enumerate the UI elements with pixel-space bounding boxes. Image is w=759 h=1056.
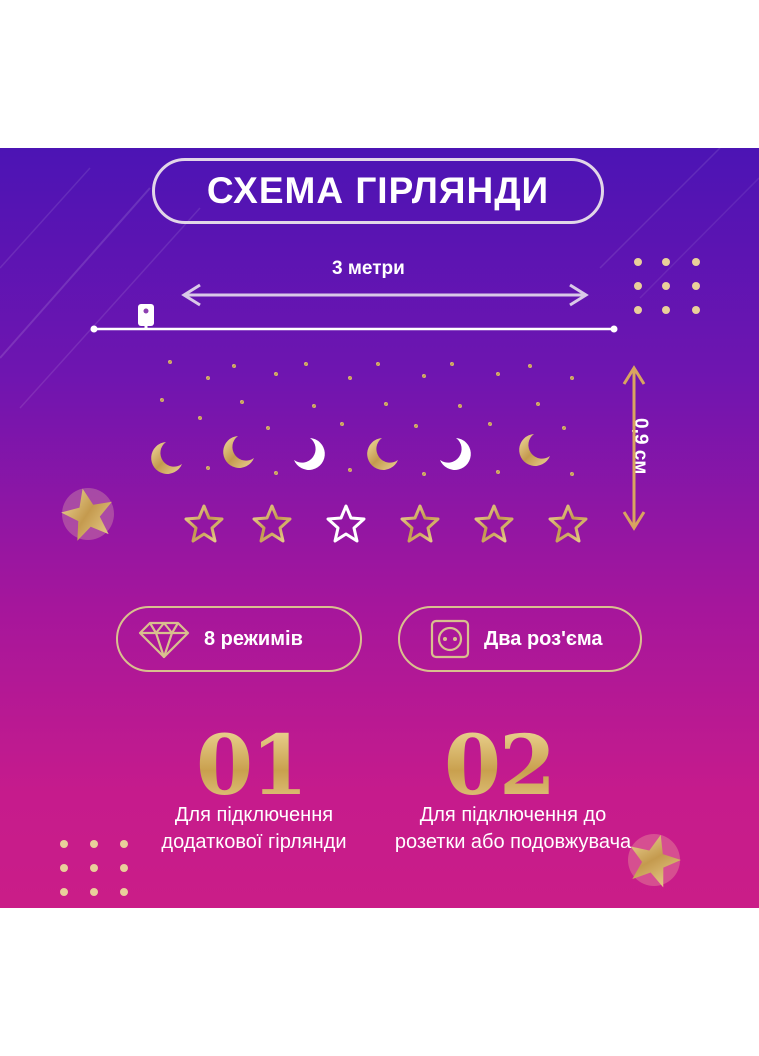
garland-diagram <box>60 258 700 896</box>
width-arrow <box>181 283 589 307</box>
feature-modes: 8 режимів <box>116 606 362 672</box>
feature-connectors: Два роз'єма <box>398 606 642 672</box>
plug-icon <box>138 304 154 330</box>
sparkle-star-right <box>628 834 681 888</box>
socket-number-1: 01 <box>196 718 308 814</box>
sparkle-star-left <box>61 488 114 541</box>
feature-modes-label: 8 режимів <box>204 627 303 650</box>
socket-description-1: Для підключення додаткової гірлянди <box>161 804 347 853</box>
title-pill: СХЕМА ГІРЛЯНДИ <box>152 158 604 224</box>
dot-grid-top-right <box>634 258 700 314</box>
banner: СХЕМА ГІРЛЯНДИ 3 метри 0,9 см <box>0 148 759 908</box>
light-streaks <box>0 148 759 409</box>
width-label: 3 метри <box>332 258 405 279</box>
feature-connectors-label: Два роз'єма <box>484 627 603 650</box>
dot-grid-bottom-left <box>60 840 128 896</box>
socket-number-2: 02 <box>444 718 556 814</box>
socket-description-2: Для підключення до розетки або подовжува… <box>394 804 632 853</box>
height-arrow <box>622 365 646 531</box>
page-title: СХЕМА ГІРЛЯНДИ <box>206 170 550 211</box>
socket-icon <box>430 619 470 659</box>
star-icon <box>184 504 588 543</box>
diamond-icon <box>138 621 190 659</box>
moon-icon <box>151 434 550 474</box>
